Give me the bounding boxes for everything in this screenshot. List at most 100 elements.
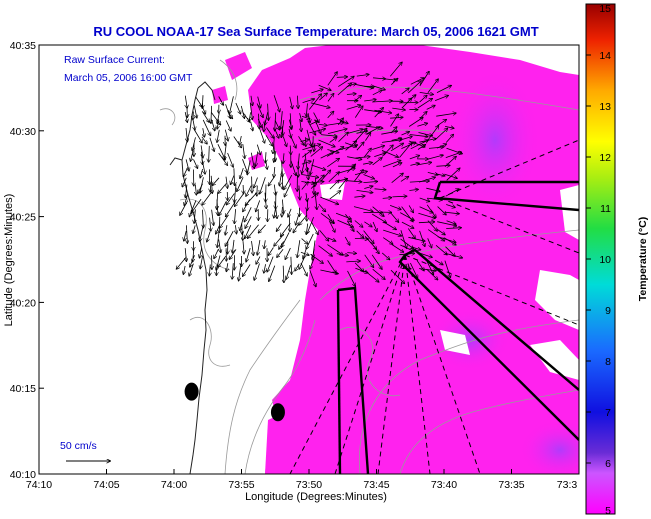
current-vector (217, 232, 219, 248)
current-vector (257, 96, 261, 108)
sst-cool-patch (430, 310, 510, 370)
current-vector (203, 209, 204, 228)
current-vector (224, 129, 228, 141)
current-vector (372, 221, 377, 231)
current-vector (266, 160, 268, 169)
current-vector (364, 109, 381, 113)
current-vector (434, 129, 447, 141)
x-tick-label: 74:10 (26, 479, 52, 491)
current-vector (264, 264, 266, 273)
current-vector (300, 139, 309, 141)
current-vector (364, 221, 371, 227)
current-vector (274, 201, 277, 218)
current-vector (401, 98, 412, 109)
current-vector (210, 217, 211, 231)
current-vector (202, 119, 210, 135)
current-vector (318, 124, 327, 125)
current-vector (282, 161, 283, 176)
current-vector (239, 263, 242, 280)
current-vector (320, 269, 338, 274)
current-vector (338, 179, 347, 189)
current-vector (391, 173, 403, 184)
current-vector (302, 159, 306, 173)
x-tick-label: 73:50 (296, 479, 322, 491)
current-vector (354, 196, 364, 197)
colorbar-tick-label: 9 (605, 305, 611, 317)
current-vector (419, 92, 433, 94)
current-vector (446, 204, 455, 208)
current-vector (259, 224, 266, 233)
current-vector (282, 199, 283, 214)
current-vector (185, 159, 189, 170)
current-vector (218, 96, 224, 106)
current-vector (311, 89, 323, 94)
current-vector (363, 148, 371, 158)
current-vector (320, 170, 331, 182)
cloud-mask (440, 330, 470, 355)
current-vector (309, 129, 325, 134)
current-vector (219, 239, 221, 252)
current-vector (327, 112, 334, 119)
current-vector (246, 185, 252, 196)
current-vector (426, 187, 440, 191)
current-vector (230, 96, 234, 113)
current-vector (185, 248, 186, 261)
current-vector (318, 139, 335, 147)
current-vector (193, 129, 202, 143)
current-vector (373, 246, 379, 253)
current-vector (435, 244, 447, 254)
current-vector (381, 252, 389, 260)
current-vector (347, 156, 361, 160)
current-vector (363, 163, 372, 165)
current-vector (444, 157, 456, 167)
colorbar-tick-label: 15 (599, 3, 611, 15)
current-vector (436, 165, 449, 166)
current-vector (400, 244, 413, 251)
current-vector (297, 95, 298, 109)
current-vector (202, 191, 212, 205)
current-vector (285, 247, 291, 259)
current-vector (306, 223, 307, 235)
current-vector (227, 110, 233, 118)
current-vector (281, 222, 291, 236)
x-axis-label: Longitude (Degrees:Minutes) (245, 491, 387, 503)
current-vector (434, 96, 448, 101)
current-vector (243, 199, 251, 211)
current-vector (227, 152, 234, 167)
current-vector (428, 155, 443, 160)
current-vector (248, 224, 259, 238)
current-vector (417, 145, 425, 150)
current-vector (392, 108, 405, 110)
y-tick-label: 40:30 (10, 126, 36, 138)
current-vector (274, 208, 276, 218)
current-vector (200, 224, 204, 242)
current-vector (237, 177, 244, 191)
current-vector (320, 152, 334, 159)
current-vector (242, 159, 248, 172)
current-vector (184, 230, 187, 241)
current-vector (245, 216, 252, 228)
current-vector (240, 105, 244, 118)
current-vector (289, 96, 293, 109)
current-vector (419, 197, 430, 201)
current-vector (284, 183, 291, 197)
current-vector (289, 128, 291, 138)
current-vectors (177, 62, 463, 286)
current-vector (245, 225, 252, 238)
current-vector (381, 131, 397, 135)
current-vector (337, 83, 351, 96)
current-vector (427, 229, 444, 241)
current-vector (390, 127, 397, 134)
sst-field (66, 45, 579, 474)
current-vector (224, 144, 227, 160)
current-vector (189, 263, 194, 276)
current-vector (427, 238, 432, 247)
current-vector (306, 103, 307, 116)
current-vector (408, 205, 413, 212)
current-vector (308, 167, 309, 179)
current-vector (345, 213, 351, 222)
current-vector (399, 253, 414, 254)
current-vector (327, 72, 337, 86)
current-vector (445, 189, 459, 197)
